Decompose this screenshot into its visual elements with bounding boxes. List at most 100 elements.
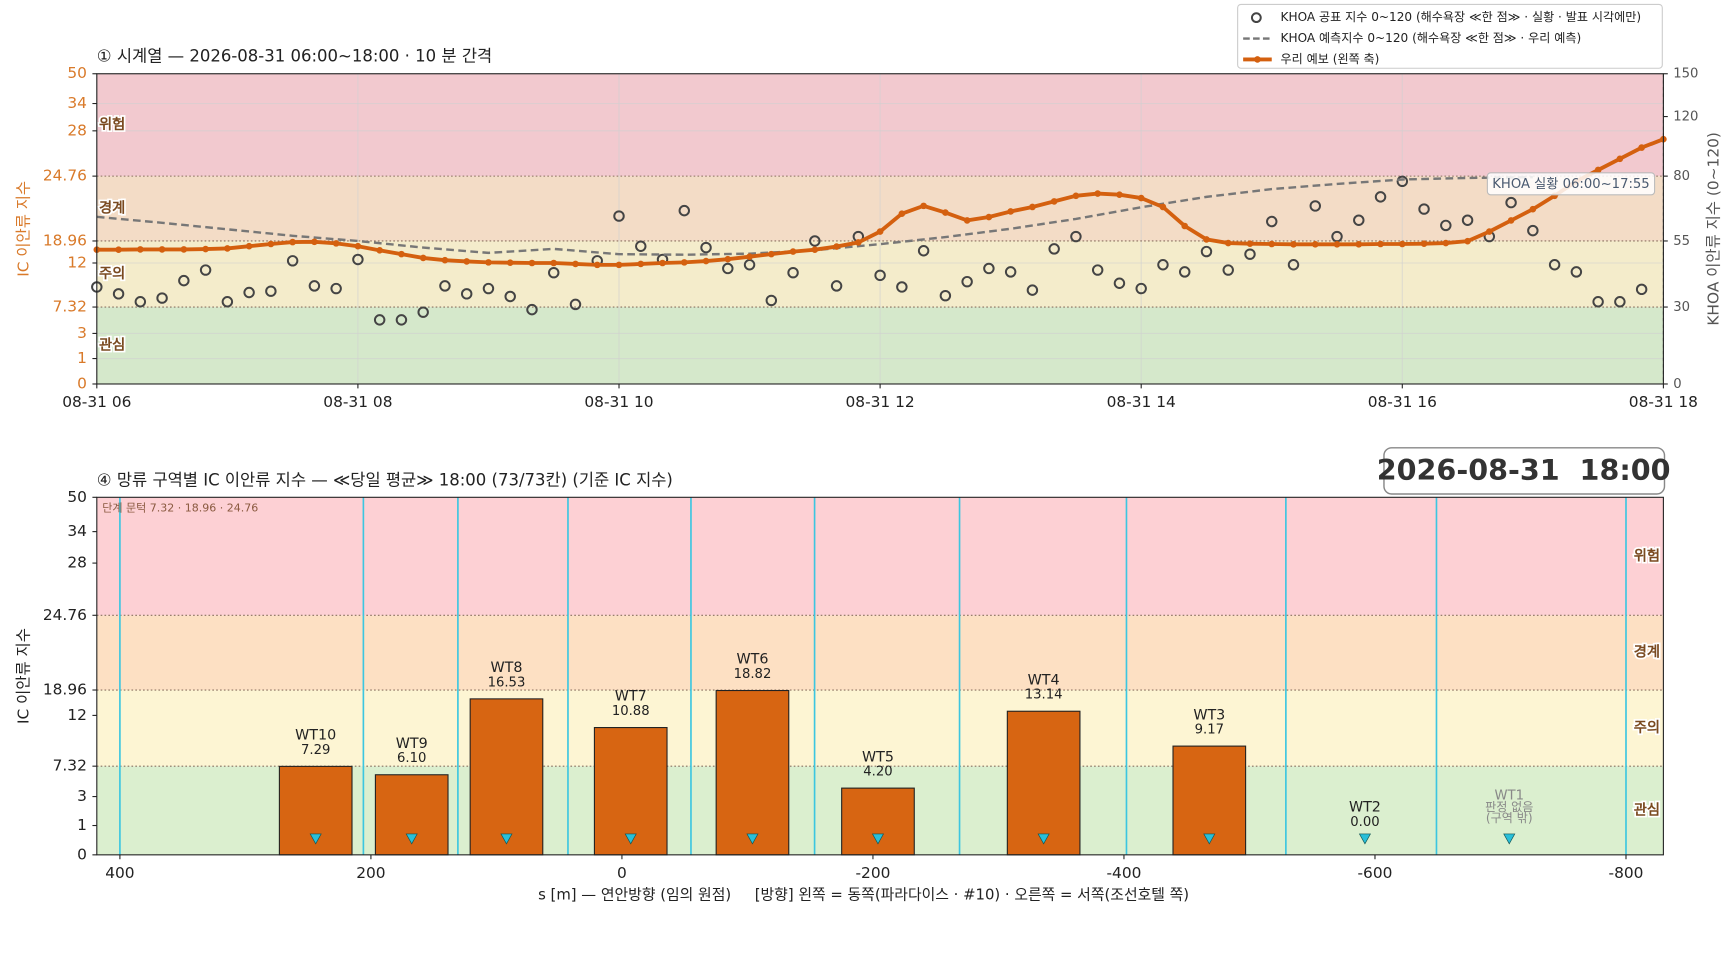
category-label: WT8: [490, 660, 522, 676]
forecast-point: [1311, 241, 1319, 248]
band-label: 관심: [1634, 802, 1660, 819]
x-tick-label: 200: [356, 864, 385, 882]
timestamp-box: [1383, 447, 1666, 495]
forecast-point: [1246, 240, 1254, 247]
y-tick-label: 12: [67, 253, 87, 271]
value-label: 16.53: [488, 675, 526, 690]
observation-point: [1309, 200, 1321, 212]
forecast-point: [1333, 241, 1341, 248]
forecast-point: [1203, 236, 1210, 243]
zone-marker: [1358, 833, 1372, 845]
observation-point: [1440, 219, 1452, 232]
y-tick-label: 18.96: [43, 231, 87, 249]
threshold-note: 단계 문턱 7.32 · 18.96 · 24.76: [102, 501, 258, 514]
x-tick-label: 08-31 06: [62, 393, 131, 411]
bar: [841, 787, 915, 856]
forecast-point: [1072, 192, 1080, 200]
forecast-point: [376, 247, 383, 254]
observation-point: [1200, 245, 1213, 258]
forecast-point: [1050, 198, 1058, 205]
forecast-point: [724, 255, 732, 263]
forecast-point: [137, 246, 144, 253]
forecast-point: [528, 259, 536, 267]
y-tick-label: 0: [77, 845, 87, 863]
y-tick-label: 1: [77, 816, 87, 834]
observation-point: [678, 204, 691, 217]
forecast-point: [659, 259, 666, 267]
observation-point: [1266, 215, 1278, 228]
observation-point: [1244, 248, 1256, 260]
forecast-point: [1116, 191, 1123, 198]
observation-point: [1548, 259, 1561, 271]
forecast-point: [1594, 166, 1602, 174]
legend-label: KHOA 예측지수 0~120 (해수욕장 ≪한 점≫ · 우리 예측): [1281, 31, 1582, 45]
observation-point: [1505, 196, 1517, 209]
y-tick-label: 3: [77, 324, 87, 342]
forecast-point: [920, 202, 927, 210]
timestamp: 2026-08-31 18:00: [1377, 453, 1671, 487]
category-label: WT5: [862, 749, 894, 765]
observation-point: [439, 280, 451, 292]
x-tick-label: -800: [1609, 864, 1644, 882]
observation-point: [917, 245, 930, 257]
y-tick-label: 24.76: [43, 606, 87, 624]
x-axis-label: s [m] — 연안방향 (임의 원점) [방향] 왼쪽 = 동쪽(파라다이스 …: [538, 886, 1189, 904]
y-tick-label: 50: [67, 488, 87, 506]
x-tick-label: -400: [1106, 864, 1141, 882]
x-tick-label: 08-31 14: [1107, 393, 1176, 411]
value-label: 7.29: [301, 743, 330, 758]
value-label: 4.20: [863, 765, 892, 780]
forecast-point: [311, 238, 318, 246]
observation-point: [1374, 191, 1387, 203]
forecast-point: [768, 250, 775, 258]
zone-marker: [624, 833, 637, 845]
observation-point: [765, 294, 778, 307]
y2-tick-label: 80: [1673, 169, 1690, 184]
forecast-point: [202, 245, 209, 253]
y-tick-label: 18.96: [43, 681, 87, 699]
y2-tick-label: 30: [1673, 300, 1690, 315]
forecast-point: [942, 209, 949, 216]
forecast-point: [463, 258, 470, 265]
observation-point: [1635, 283, 1648, 296]
zone-marker: [405, 833, 418, 845]
y2-tick-label: 120: [1673, 110, 1698, 125]
bar: [1006, 710, 1081, 856]
observation-point: [722, 262, 734, 275]
bar: [469, 698, 544, 856]
observation-point: [1091, 264, 1104, 276]
legend-label: 우리 예보 (왼쪽 축): [1281, 52, 1380, 66]
observation-point: [1461, 214, 1474, 226]
y-tick-label: 24.76: [43, 167, 87, 185]
forecast-point: [1616, 155, 1624, 163]
y-tick-label: 1: [77, 349, 87, 367]
observation-point: [896, 281, 908, 293]
forecast-point: [354, 242, 362, 250]
zone-marker: [1037, 833, 1050, 845]
y-tick-label: 7.32: [53, 757, 87, 775]
value-label: 0.00: [1350, 815, 1379, 830]
legend-symbol: [1250, 12, 1262, 24]
observation-point: [1287, 259, 1300, 271]
zone-marker: [1503, 833, 1516, 845]
forecast-point: [419, 254, 427, 262]
forecast-point: [1377, 240, 1384, 248]
observation-point: [787, 266, 799, 279]
forecast-point: [506, 259, 514, 266]
band: [96, 497, 1664, 616]
observation-point: [526, 303, 538, 316]
forecast-point: [245, 242, 253, 250]
observation-point: [134, 296, 147, 308]
forecast-point: [1464, 237, 1471, 245]
observation-point: [1157, 259, 1169, 271]
forecast-point: [811, 246, 819, 254]
zone-marker: [746, 833, 759, 845]
y-tick-label: 34: [67, 522, 87, 540]
x-tick-label: -600: [1358, 864, 1393, 882]
forecast-point: [1159, 203, 1167, 211]
observation-point: [1527, 224, 1539, 237]
y2-tick-label: 55: [1673, 234, 1690, 249]
observation-point: [1178, 266, 1191, 278]
y2-tick-label: 0: [1673, 377, 1681, 392]
forecast-point: [441, 256, 449, 264]
